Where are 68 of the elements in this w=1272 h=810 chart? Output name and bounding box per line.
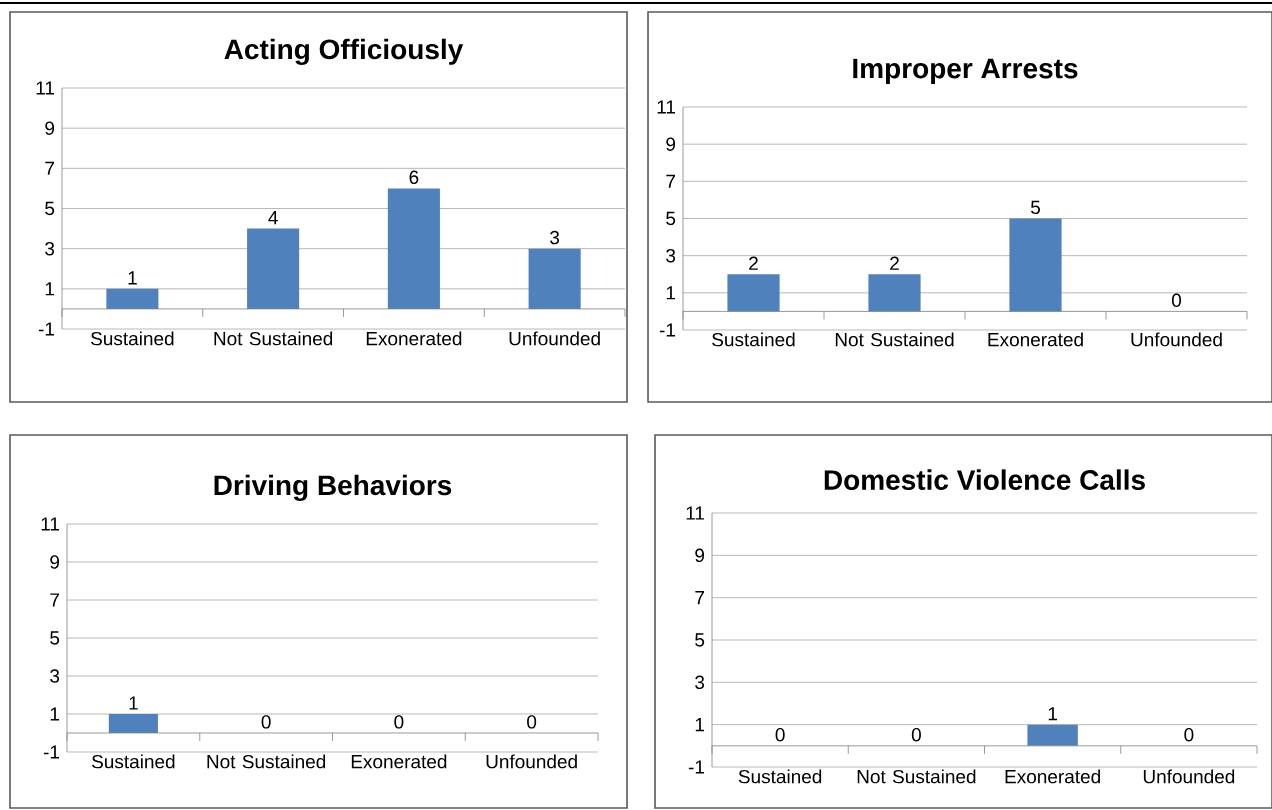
y-tick-label: 9 [50, 555, 60, 569]
data-label: 1 [129, 696, 138, 710]
y-tick-label: -1 [659, 323, 676, 337]
y-tick-label: 3 [50, 669, 60, 683]
y-tick-label: -1 [688, 760, 705, 774]
y-tick-label: 11 [41, 517, 60, 531]
y-tick-label: 5 [695, 633, 705, 647]
y-tick-label: 1 [50, 707, 59, 721]
y-tick-label: 11 [657, 100, 676, 114]
x-tick-label: Unfounded [1143, 769, 1235, 784]
y-tick-label: 7 [695, 591, 705, 605]
data-label: 1 [1048, 707, 1057, 721]
chart-title: Acting Officiously [224, 38, 464, 65]
y-tick-label: 7 [666, 174, 676, 188]
data-label: 1 [128, 271, 137, 285]
x-tick-label: Not Sustained [214, 331, 333, 346]
data-label: 0 [1171, 293, 1182, 308]
chart-title: Driving Behaviors [214, 474, 452, 501]
y-tick-label: 7 [45, 161, 54, 175]
data-label: 0 [775, 727, 785, 742]
x-tick-label: Unfounded [1131, 332, 1222, 347]
data-label: 4 [268, 211, 278, 225]
chart-title: Domestic Violence Calls [824, 469, 1145, 490]
y-tick-label: 3 [45, 241, 55, 256]
x-tick-label: Unfounded [486, 754, 577, 769]
y-tick-label: 1 [45, 282, 54, 296]
x-tick-label: Exonerated [351, 754, 447, 769]
y-tick-label: 5 [666, 211, 676, 226]
y-tick-label: 3 [666, 248, 676, 263]
y-tick-label: 1 [666, 286, 676, 300]
x-tick-label: Exonerated [988, 332, 1083, 347]
y-tick-label: -1 [43, 745, 60, 759]
y-tick-label: 1 [695, 718, 705, 732]
x-tick-label: Not Sustained [207, 754, 326, 769]
x-tick-label: Exonerated [366, 331, 462, 346]
data-label: 0 [261, 715, 271, 729]
y-tick-label: 9 [695, 548, 705, 563]
y-tick-label: 9 [45, 121, 55, 135]
y-tick-label: 5 [50, 631, 60, 645]
y-tick-label: 7 [50, 593, 59, 607]
y-tick-label: 5 [45, 201, 55, 216]
y-tick-label: 9 [666, 137, 676, 151]
y-tick-label: 11 [686, 506, 705, 520]
bar [387, 188, 440, 309]
x-tick-label: Unfounded [509, 331, 600, 346]
y-tick-label: -1 [38, 322, 55, 336]
data-label: 2 [890, 256, 899, 270]
bar [528, 248, 581, 309]
data-label: 0 [394, 715, 404, 729]
x-tick-label: Sustained [712, 332, 795, 347]
data-label: 3 [550, 230, 560, 245]
bar [247, 228, 300, 309]
data-label: 2 [749, 256, 758, 270]
chart-title: Improper Arrests [853, 58, 1078, 84]
x-tick-label: Sustained [738, 769, 822, 784]
x-tick-label: Exonerated [1005, 769, 1100, 784]
data-label: 0 [527, 715, 537, 729]
x-tick-label: Sustained [92, 754, 175, 769]
x-tick-label: Sustained [91, 331, 174, 346]
x-tick-label: Not Sustained [857, 769, 976, 784]
y-tick-label: 3 [695, 675, 705, 690]
bar [106, 288, 159, 309]
x-tick-label: Not Sustained [835, 332, 954, 347]
data-label: 6 [409, 170, 419, 185]
data-label: 0 [911, 727, 921, 742]
y-tick-label: 11 [36, 81, 55, 95]
data-label: 5 [1030, 200, 1041, 215]
data-label: 0 [1184, 727, 1194, 742]
